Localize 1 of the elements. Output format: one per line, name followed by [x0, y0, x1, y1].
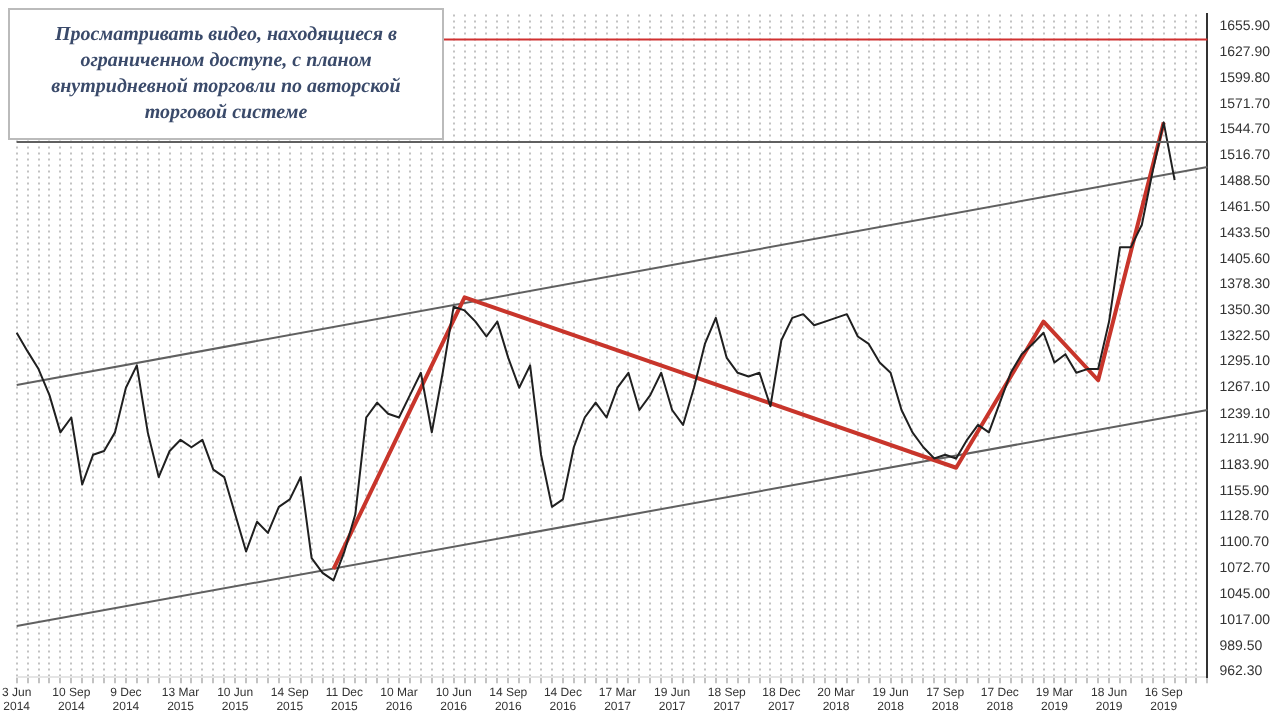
note-box: Просматривать видео, находящиеся в ограниченном доступе, с планом внутридневной торговли по авторской торговой системе: [8, 8, 444, 140]
